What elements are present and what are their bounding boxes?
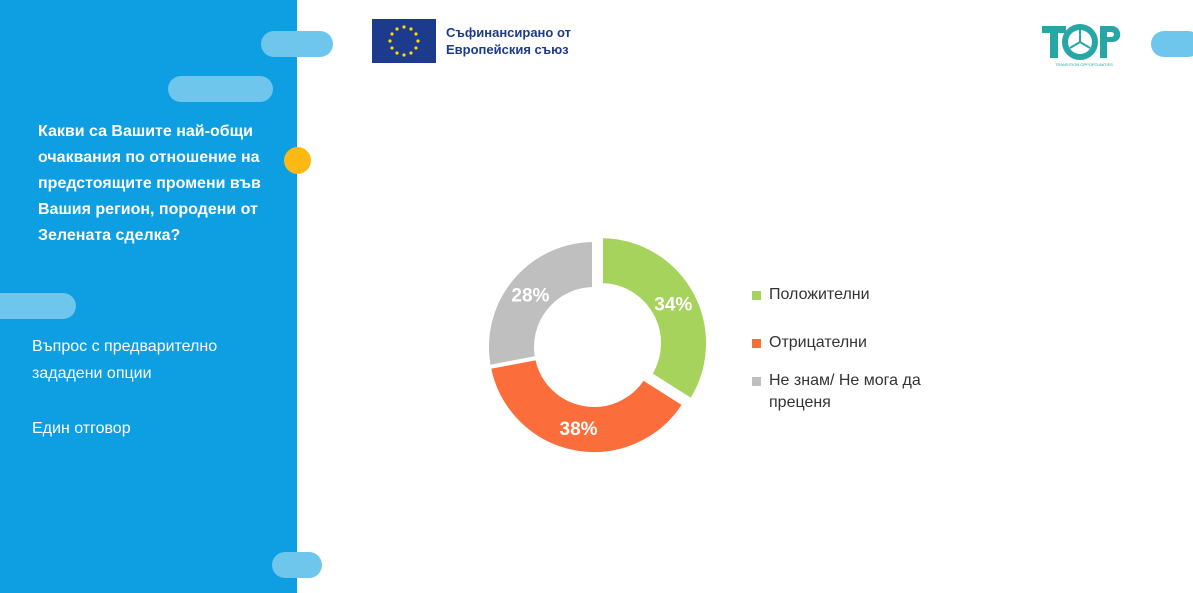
decorative-pill <box>261 31 333 57</box>
donut-slice <box>486 355 688 456</box>
legend-item: Не знам/ Не мога да преценя <box>752 370 939 414</box>
answer-mode: Един отговор <box>32 420 131 437</box>
legend-label: Отрицателни <box>769 334 867 351</box>
eu-flag-icon <box>372 19 436 63</box>
decorative-pill <box>1151 31 1193 57</box>
accent-dot <box>284 147 311 174</box>
survey-question: Какви са Вашите най-общи очаквания по от… <box>38 123 261 244</box>
chart-legend: Положителни Отрицателни Не знам/ Не мога д… <box>752 284 939 414</box>
legend-swatch <box>752 339 761 348</box>
slice-data-label: 28% <box>511 285 549 306</box>
decorative-pill <box>168 76 273 102</box>
eu-logo-text: Съфинансирано от Европейския съюз <box>446 25 571 57</box>
eu-cofunded-logo: Съфинансирано от Европейския съюз <box>370 17 596 65</box>
slice-data-label: 34% <box>654 294 692 315</box>
legend-swatch <box>752 377 761 386</box>
question-type: Въпрос с предварително зададени опции <box>32 338 218 382</box>
donut-slice <box>485 237 596 370</box>
legend-label: Не знам/ Не мога да преценя <box>769 372 921 411</box>
sidebar: Какви са Вашите най-общи очаквания по от… <box>0 0 333 593</box>
donut-chart: 34% 38% 28% <box>485 234 711 456</box>
donut-slice <box>599 234 711 404</box>
decorative-pill <box>272 552 322 578</box>
legend-swatch <box>752 291 761 300</box>
legend-item: Положителни <box>752 284 939 306</box>
legend-label: Положителни <box>769 286 870 303</box>
top-logo-tagline: TRANSITION OPPORTUNITIES <box>1055 62 1113 67</box>
legend-item: Отрицателни <box>752 332 939 354</box>
slice-data-label: 38% <box>560 419 598 440</box>
decorative-pill <box>0 293 76 319</box>
top-logo: TRANSITION OPPORTUNITIES <box>1040 22 1128 68</box>
